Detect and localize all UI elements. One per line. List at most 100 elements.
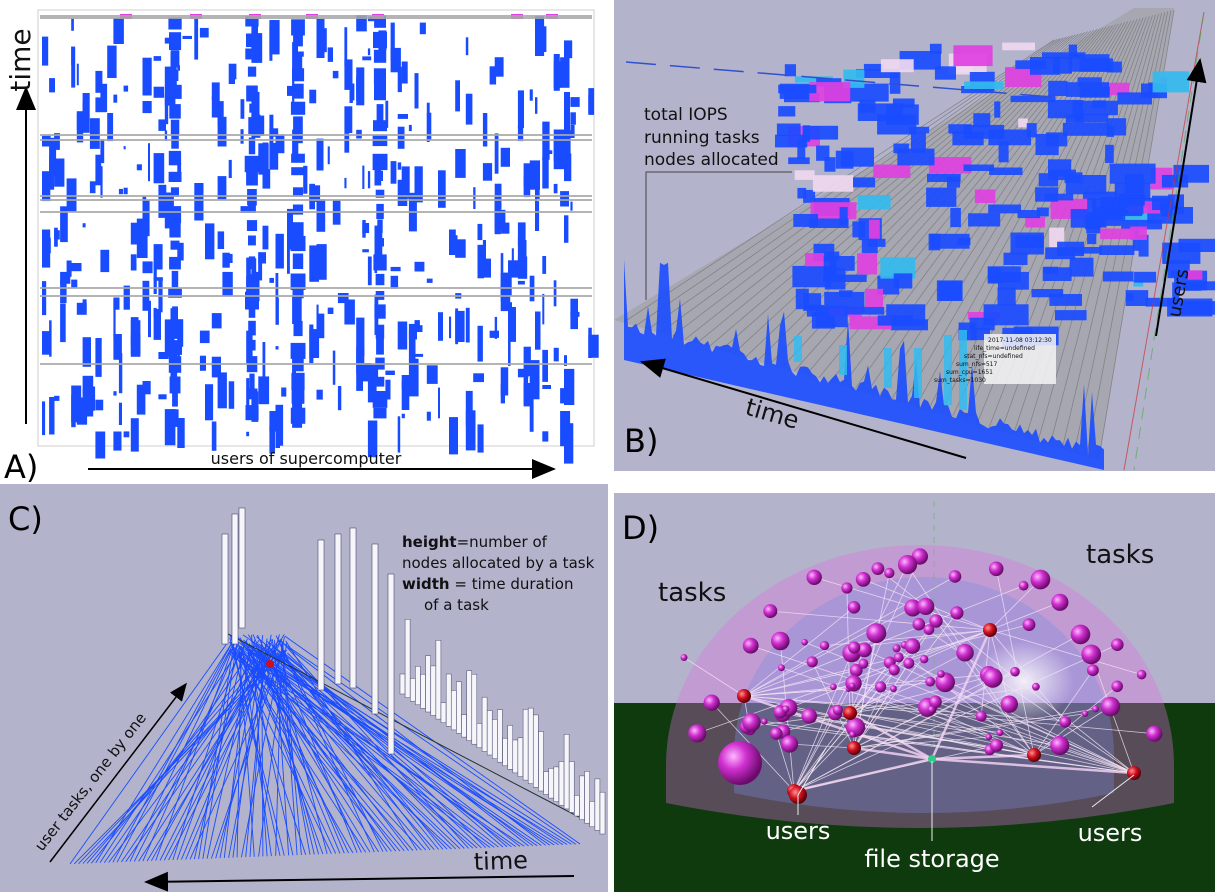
activity-segment — [535, 179, 540, 199]
activity-segment — [42, 401, 46, 436]
task-block — [1015, 60, 1046, 69]
activity-segment — [49, 397, 55, 435]
activity-segment — [293, 31, 303, 47]
activity-segment — [95, 338, 102, 377]
activity-segment — [123, 146, 126, 150]
task-bar — [543, 771, 549, 795]
activity-segment — [164, 37, 170, 44]
activity-segment — [292, 68, 305, 82]
activity-segment — [408, 329, 416, 361]
task-block — [909, 126, 930, 134]
task-block — [961, 86, 994, 94]
tooltip-line-1: 2017-11-08 03:12:30 — [988, 337, 1052, 344]
activity-segment — [113, 300, 116, 340]
task-block — [963, 124, 1005, 139]
task-block — [1132, 230, 1140, 251]
task-node — [888, 664, 900, 676]
activity-segment — [118, 188, 123, 195]
task-node — [1010, 666, 1020, 677]
activity-segment — [390, 161, 397, 184]
task-block — [1036, 207, 1049, 217]
activity-segment — [523, 388, 533, 407]
activity-segment — [177, 162, 182, 179]
task-node — [1000, 695, 1018, 713]
task-node — [806, 656, 818, 668]
task-node — [1032, 682, 1040, 691]
task-block — [1055, 310, 1087, 321]
activity-segment — [258, 252, 266, 264]
task-block — [1002, 42, 1035, 51]
task-node — [1022, 618, 1036, 631]
task-line — [228, 649, 495, 848]
file-storage-node — [928, 755, 936, 763]
activity-segment — [153, 262, 157, 294]
activity-segment — [482, 240, 486, 277]
activity-segment — [327, 47, 333, 62]
task-line — [250, 639, 435, 850]
activity-segment — [199, 27, 209, 38]
activity-segment — [570, 112, 576, 125]
task-edge — [853, 708, 1096, 749]
task-block — [788, 157, 810, 165]
tooltip-line-2: life_time=undefined — [974, 345, 1035, 352]
task-bar — [461, 714, 467, 738]
task-line — [202, 635, 239, 859]
activity-segment — [171, 134, 179, 149]
activity-segment — [66, 260, 72, 277]
task-block — [927, 173, 961, 182]
task-node — [904, 638, 921, 654]
task-line — [237, 637, 397, 852]
activity-segment — [542, 256, 547, 274]
activity-segment — [169, 104, 181, 119]
task-node — [920, 655, 929, 664]
activity-segment — [385, 370, 395, 375]
task-bar — [574, 795, 580, 817]
activity-segment — [344, 27, 348, 66]
task-bar — [445, 673, 452, 727]
activity-segment — [171, 409, 179, 427]
user-node — [1127, 766, 1141, 780]
tasks-right-label: tasks — [1086, 540, 1154, 570]
task-edge — [935, 701, 1135, 774]
task-node — [871, 562, 885, 575]
activity-segment — [449, 229, 456, 255]
task-block — [812, 175, 854, 192]
task-block — [877, 315, 913, 326]
activity-segment — [246, 171, 258, 186]
task-line — [252, 634, 345, 854]
task-block — [929, 43, 942, 54]
task-block — [873, 164, 911, 178]
task-edge — [924, 629, 991, 660]
users-left-leader-2 — [797, 747, 827, 796]
activity-segment — [248, 305, 256, 318]
task-block — [839, 290, 853, 297]
activity-segment — [113, 297, 120, 310]
task-node — [1092, 705, 1099, 713]
activity-segment — [377, 219, 383, 233]
activity-segment — [60, 303, 66, 343]
activity-segment — [356, 355, 363, 391]
task-block — [968, 213, 1001, 227]
task-edge — [789, 743, 855, 749]
activity-segment — [248, 117, 256, 135]
activity-segment — [373, 408, 387, 419]
activity-segment — [95, 399, 104, 411]
activity-segment — [373, 31, 387, 49]
task-block — [1077, 77, 1102, 87]
task-block — [1109, 163, 1156, 184]
activity-segment — [367, 420, 378, 458]
activity-segment — [269, 277, 274, 283]
activity-segment — [177, 351, 180, 361]
activity-segment — [262, 225, 269, 250]
task-line — [159, 651, 267, 861]
activity-segment — [290, 273, 306, 290]
activity-segment — [228, 253, 233, 263]
task-block — [1106, 61, 1122, 73]
task-node — [855, 572, 871, 587]
activity-segment — [168, 171, 182, 182]
activity-segment — [95, 154, 102, 186]
task-block — [797, 187, 807, 199]
activity-segment — [153, 153, 165, 184]
task-edge — [849, 712, 1060, 746]
red-axis-line — [1123, 11, 1205, 471]
